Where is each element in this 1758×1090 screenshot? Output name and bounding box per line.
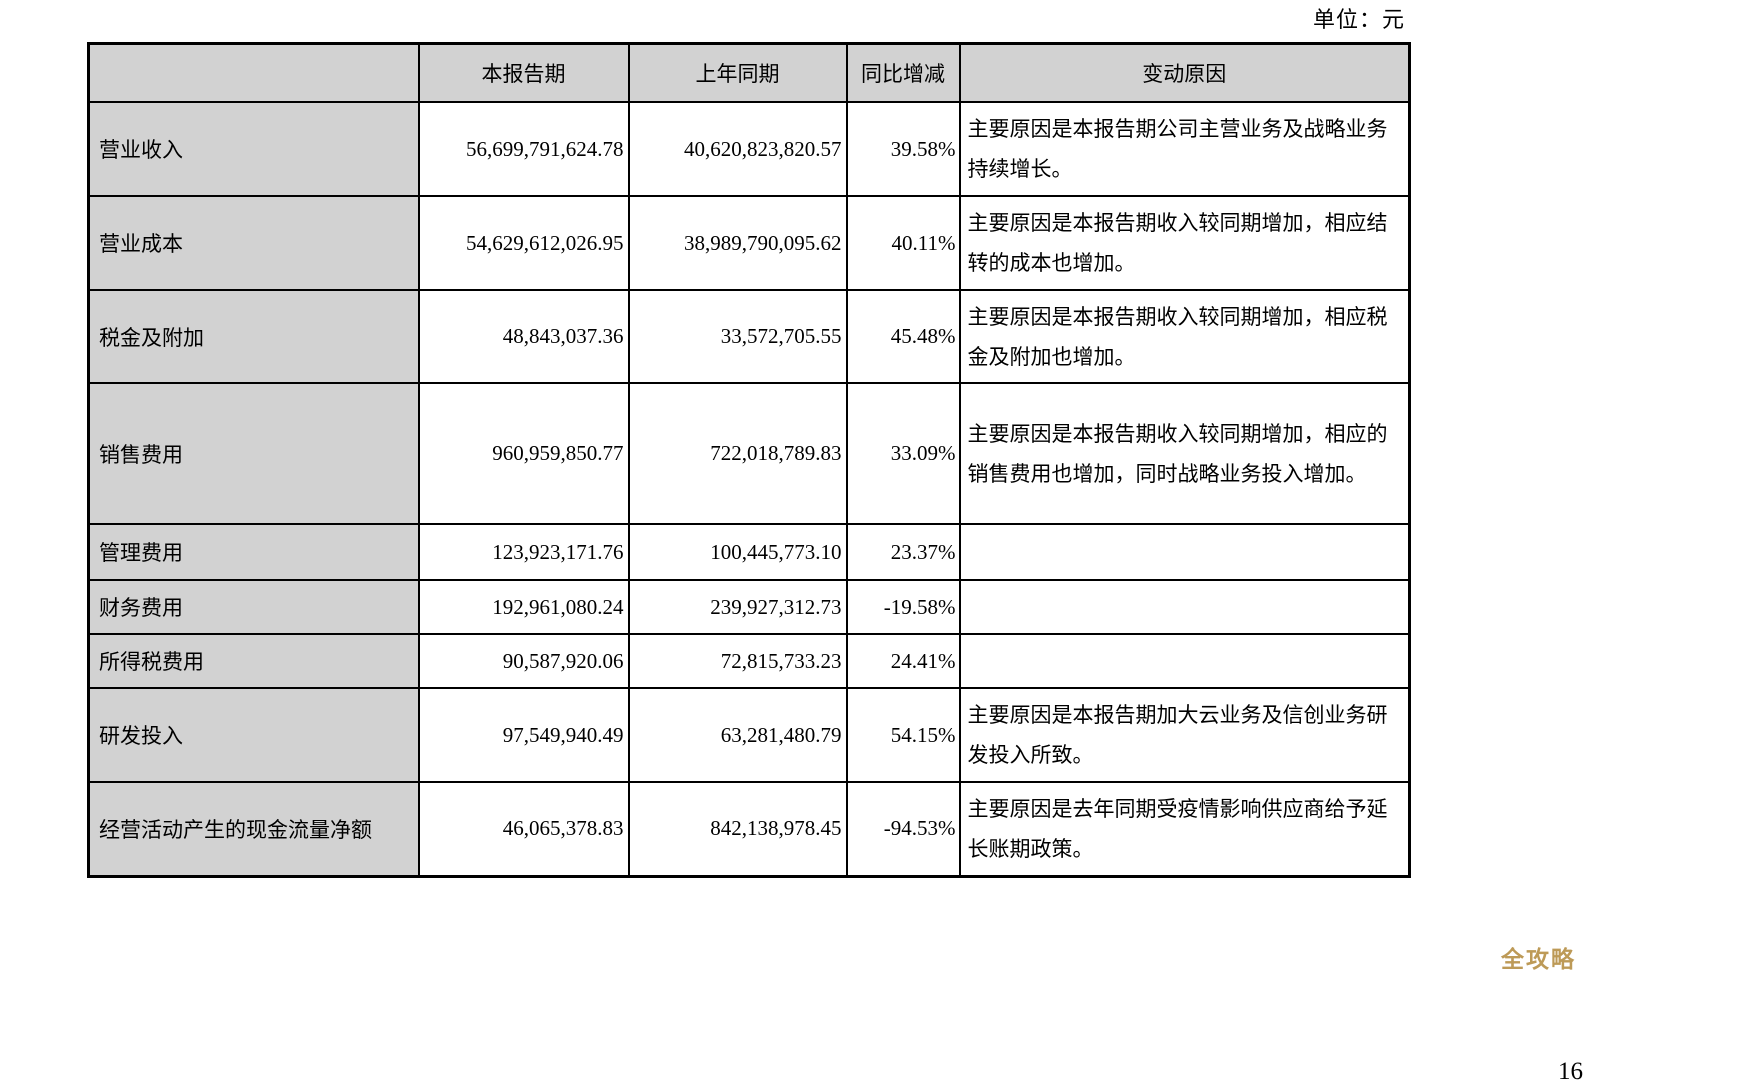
prior-period-value: 842,138,978.45 — [627, 781, 848, 877]
table-row: 财务费用 192,961,080.24 239,927,312.73 -19.58% — [87, 579, 1411, 635]
current-period-value: 192,961,080.24 — [417, 579, 630, 635]
table-row: 税金及附加 48,843,037.36 33,572,705.55 45.48% 主要原… — [87, 289, 1411, 384]
yoy-change-value: 40.11% — [845, 195, 961, 291]
prior-period-value: 100,445,773.10 — [627, 523, 848, 581]
yoy-change-value: -94.53% — [845, 781, 961, 877]
row-item-label: 税金及附加 — [87, 289, 420, 384]
table-row: 营业成本 54,629,612,026.95 38,989,790,095.62 40… — [87, 195, 1411, 291]
financial-changes-table: 本报告期 上年同期 同比增减 变动原因 营业收入 56,699,791,624.7… — [87, 42, 1411, 878]
change-reason-text — [958, 523, 1411, 581]
prior-period-value: 722,018,789.83 — [627, 382, 848, 525]
current-period-value: 46,065,378.83 — [417, 781, 630, 877]
row-item-label: 营业收入 — [87, 101, 420, 197]
table-row: 营业收入 56,699,791,624.78 40,620,823,820.57 39… — [87, 101, 1411, 197]
row-item-label: 研发投入 — [87, 687, 420, 783]
current-period-value: 90,587,920.06 — [417, 633, 630, 689]
prior-period-value: 38,989,790,095.62 — [627, 195, 848, 291]
row-item-label: 销售费用 — [87, 382, 420, 525]
table-row: 经营活动产生的现金流量净额 46,065,378.83 842,138,978.45… — [87, 781, 1411, 877]
table-row: 销售费用 960,959,850.77 722,018,789.83 33.09% 主要… — [87, 382, 1411, 525]
page-number: 16 — [1558, 1058, 1583, 1085]
watermark-text: 全攻略 — [1501, 946, 1576, 972]
prior-period-value: 63,281,480.79 — [627, 687, 848, 783]
prior-period-value: 33,572,705.55 — [627, 289, 848, 384]
header-prior-period: 上年同期 — [627, 42, 848, 103]
row-item-label: 所得税费用 — [87, 633, 420, 689]
table-body: 营业收入 56,699,791,624.78 40,620,823,820.57 39… — [87, 101, 1411, 877]
table-row: 所得税费用 90,587,920.06 72,815,733.23 24.41% — [87, 633, 1411, 689]
current-period-value: 56,699,791,624.78 — [417, 101, 630, 197]
change-reason-text: 主要原因是本报告期公司主营业务及战略业务持续增长。 — [958, 101, 1411, 197]
yoy-change-value: -19.58% — [845, 579, 961, 635]
header-change-reason: 变动原因 — [958, 42, 1411, 103]
row-item-label: 经营活动产生的现金流量净额 — [87, 781, 420, 877]
yoy-change-value: 33.09% — [845, 382, 961, 525]
yoy-change-value: 23.37% — [845, 523, 961, 581]
row-item-label: 管理费用 — [87, 523, 420, 581]
change-reason-text: 主要原因是本报告期收入较同期增加，相应的销售费用也增加，同时战略业务投入增加。 — [958, 382, 1411, 525]
change-reason-text: 主要原因是本报告期收入较同期增加，相应结转的成本也增加。 — [958, 195, 1411, 291]
current-period-value: 54,629,612,026.95 — [417, 195, 630, 291]
yoy-change-value: 45.48% — [845, 289, 961, 384]
prior-period-value: 40,620,823,820.57 — [627, 101, 848, 197]
current-period-value: 960,959,850.77 — [417, 382, 630, 525]
current-period-value: 123,923,171.76 — [417, 523, 630, 581]
yoy-change-value: 39.58% — [845, 101, 961, 197]
current-period-value: 97,549,940.49 — [417, 687, 630, 783]
prior-period-value: 239,927,312.73 — [627, 579, 848, 635]
current-period-value: 48,843,037.36 — [417, 289, 630, 384]
change-reason-text — [958, 579, 1411, 635]
prior-period-value: 72,815,733.23 — [627, 633, 848, 689]
change-reason-text: 主要原因是本报告期收入较同期增加，相应税金及附加也增加。 — [958, 289, 1411, 384]
table-row: 研发投入 97,549,940.49 63,281,480.79 54.15% 主要原因… — [87, 687, 1411, 783]
unit-label: 单位：元 — [1313, 7, 1406, 32]
header-current-period: 本报告期 — [417, 42, 630, 103]
row-item-label: 营业成本 — [87, 195, 420, 291]
change-reason-text: 主要原因是去年同期受疫情影响供应商给予延长账期政策。 — [958, 781, 1411, 877]
header-item — [87, 42, 420, 103]
row-item-label: 财务费用 — [87, 579, 420, 635]
header-yoy-change: 同比增减 — [845, 42, 961, 103]
change-reason-text: 主要原因是本报告期加大云业务及信创业务研发投入所致。 — [958, 687, 1411, 783]
yoy-change-value: 24.41% — [845, 633, 961, 689]
change-reason-text — [958, 633, 1411, 689]
table-row: 管理费用 123,923,171.76 100,445,773.10 23.37% — [87, 523, 1411, 581]
yoy-change-value: 54.15% — [845, 687, 961, 783]
header-row: 本报告期 上年同期 同比增减 变动原因 — [87, 42, 1411, 103]
